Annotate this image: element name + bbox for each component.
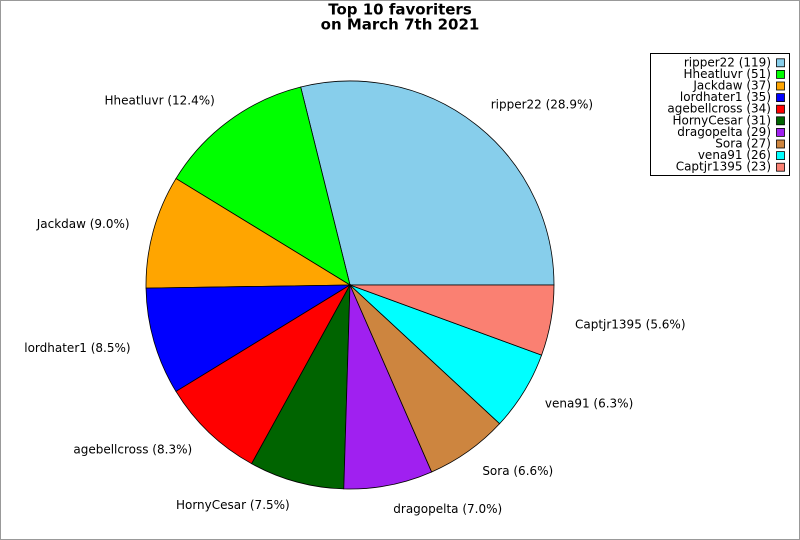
legend-label: agebellcross (34) [667,102,771,116]
slice-label: HornyCesar (7.5%) [176,498,290,512]
slice-label: Jackdaw (9.0%) [36,217,130,231]
legend-swatch [776,81,785,91]
legend-swatch [776,151,785,161]
slice-label: Captjr1395 (5.6%) [575,317,686,331]
legend-swatch [776,162,785,172]
slice-label: vena91 (6.3%) [545,397,633,411]
chart-title: Top 10 favoriters [328,1,472,19]
chart-subtitle: on March 7th 2021 [321,16,480,34]
slice-label: dragopelta (7.0%) [393,502,502,516]
legend-swatch [776,58,785,68]
legend-swatch [776,139,785,149]
legend-swatch [776,93,785,102]
slice-label: Hheatluvr (12.4%) [105,93,215,107]
slice-label: agebellcross (8.3%) [73,443,192,457]
pie-slice [349,284,555,356]
legend-label: Sora (27) [715,137,771,151]
pie-slice [145,284,352,393]
legend-swatch [776,127,785,137]
legend-label: Hheatluvr (51) [684,67,772,81]
slice-label: ripper22 (28.9%) [491,97,593,111]
slice-label: Sora (6.6%) [482,464,553,478]
legend-label: Jackdaw (37) [692,79,771,93]
slice-label: lordhater1 (8.5%) [24,341,130,355]
legend-swatch [776,70,785,79]
pie-slice [175,283,352,465]
legend-label: ripper22 (119) [684,55,771,69]
legend-box [650,53,790,176]
pie-slice [300,80,555,286]
legend-label: HornyCesar (31) [672,113,771,127]
legend-label: lordhater1 (35) [680,90,771,104]
legend-label: Captjr1395 (23) [676,160,771,174]
pie-slice [251,284,351,490]
legend-swatch [776,104,785,114]
legend-swatch [776,116,785,126]
pie-slice [145,177,352,289]
legend-label: dragopelta (29) [677,125,771,139]
pie-slice [175,86,351,286]
legend-label: vena91 (26) [698,148,771,162]
